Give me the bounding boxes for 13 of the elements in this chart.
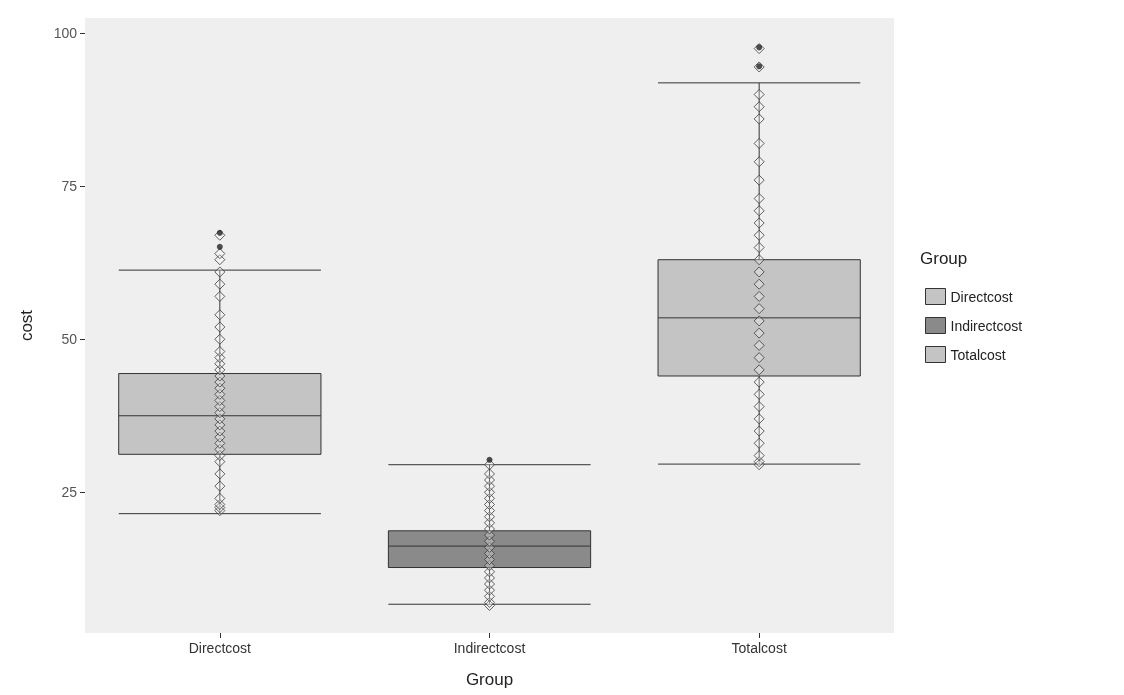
x-tick-label: Totalcost bbox=[731, 640, 787, 656]
x-tick-label: Indirectcost bbox=[453, 640, 526, 656]
y-tick-label: 25 bbox=[61, 484, 78, 501]
legend-label: Totalcost bbox=[950, 346, 1006, 363]
y-tick-label: 75 bbox=[61, 178, 78, 195]
x-tick-label: Directcost bbox=[188, 640, 252, 656]
y-tick-label: 50 bbox=[61, 331, 78, 348]
x-axis-title: Group bbox=[465, 670, 514, 689]
legend-label: Indirectcost bbox=[950, 317, 1023, 334]
y-tick-label: 100 bbox=[53, 25, 78, 42]
legend-title: Group bbox=[920, 249, 968, 268]
y-axis-title: cost bbox=[17, 309, 36, 342]
legend-label: Directcost bbox=[950, 288, 1013, 305]
